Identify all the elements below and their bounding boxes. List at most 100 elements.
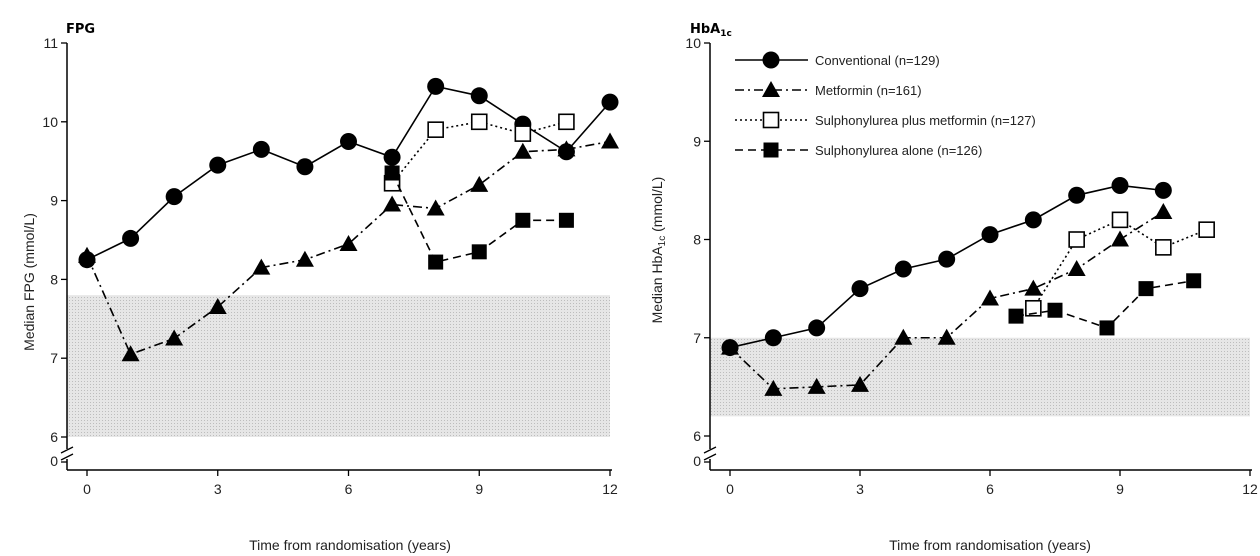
fpg-data-point bbox=[601, 132, 619, 149]
hba1c-data-point bbox=[851, 375, 869, 392]
hba1c-data-point bbox=[1099, 320, 1115, 336]
hba1c-data-point bbox=[1068, 186, 1086, 204]
fpg-series-open-square bbox=[383, 113, 575, 192]
fpg-data-point bbox=[427, 121, 444, 138]
hba1c-data-point bbox=[894, 328, 913, 345]
x-tick-label: 6 bbox=[986, 481, 994, 497]
fpg-data-point bbox=[558, 113, 575, 131]
fpg-data-point bbox=[426, 199, 445, 216]
hba1c-data-point bbox=[1198, 221, 1215, 238]
y-tick-label: 6 bbox=[50, 429, 58, 445]
legend-marker bbox=[762, 81, 780, 97]
fpg-data-point bbox=[428, 254, 444, 270]
fpg-data-point bbox=[252, 258, 271, 275]
y-tick-label: 10 bbox=[42, 114, 58, 130]
fpg-data-point bbox=[471, 244, 487, 260]
fpg-panel: 6 7 8 9 10 11 0 0 3 6 9 12 FPG Time from randomisat… bbox=[21, 22, 619, 553]
x-tick-label: 9 bbox=[475, 481, 483, 497]
fpg-data-point bbox=[165, 329, 184, 346]
fpg-data-point bbox=[165, 188, 183, 206]
hba1c-data-point bbox=[894, 260, 912, 278]
hba1c-data-point bbox=[808, 319, 826, 337]
y-tick-label: 7 bbox=[693, 330, 701, 346]
x-tick-label: 9 bbox=[1116, 481, 1124, 497]
fpg-target-band bbox=[67, 295, 610, 437]
hba1c-data-point bbox=[1024, 211, 1042, 229]
fpg-data-point bbox=[295, 250, 314, 267]
x-tick-label: 0 bbox=[83, 481, 91, 497]
legend-marker bbox=[762, 51, 780, 69]
fpg-series-triangle bbox=[78, 132, 619, 362]
hba1c-data-point bbox=[981, 289, 999, 306]
hba1c-data-point bbox=[1154, 202, 1173, 219]
hba1c-data-point bbox=[807, 377, 826, 394]
hba1c-data-point bbox=[1025, 299, 1042, 317]
hba1c-series-open-square bbox=[1025, 211, 1215, 317]
legend-label: Conventional (n=129) bbox=[815, 53, 940, 68]
hba1c-data-point bbox=[981, 226, 999, 244]
fpg-data-point bbox=[557, 140, 576, 157]
fpg-data-point bbox=[340, 133, 357, 150]
fpg-data-point bbox=[427, 77, 445, 95]
hba1c-data-point bbox=[1067, 259, 1086, 276]
legend-label: Sulphonylurea plus metformin (n=127) bbox=[815, 113, 1036, 128]
hba1c-target-band bbox=[710, 337, 1250, 417]
fpg-data-point bbox=[208, 297, 227, 314]
x-tick-label: 0 bbox=[726, 481, 734, 497]
fpg-title: FPG bbox=[66, 22, 95, 37]
hba1c-data-point bbox=[764, 329, 782, 347]
y-tick-label: 10 bbox=[685, 35, 701, 51]
hba1c-data-point bbox=[1024, 279, 1043, 296]
hba1c-data-point bbox=[1111, 211, 1129, 229]
legend: Conventional (n=129) Metformin (n=161) Sul… bbox=[735, 51, 1036, 158]
fpg-data-point bbox=[470, 87, 488, 105]
fpg-data-point bbox=[121, 345, 140, 362]
hba1c-data-point bbox=[1154, 181, 1172, 199]
x-tick-label: 3 bbox=[214, 481, 222, 497]
hba1c-series-line bbox=[1032, 218, 1207, 309]
y-tick-label-zero: 0 bbox=[50, 453, 58, 469]
fpg-data-point bbox=[470, 175, 489, 192]
hba1c-data-point bbox=[1155, 239, 1172, 256]
fpg-data-point bbox=[383, 195, 402, 212]
fpg-data-point bbox=[470, 113, 488, 131]
y-tick-label: 8 bbox=[693, 232, 701, 248]
legend-entry: Conventional (n=129) bbox=[735, 51, 940, 69]
hba1c-data-point bbox=[1186, 273, 1202, 289]
fpg-data-point bbox=[339, 234, 358, 251]
hba1c-data-point bbox=[1068, 231, 1085, 248]
fpg-data-point bbox=[209, 156, 227, 174]
hba1c-series-triangle bbox=[721, 202, 1173, 396]
y-tick-label-zero: 0 bbox=[693, 453, 701, 469]
y-axis-break bbox=[60, 446, 74, 461]
fpg-series-line bbox=[391, 120, 567, 184]
hba1c-data-point bbox=[721, 338, 739, 355]
hba1c-y-label: Median HbA1c (mmol/L) bbox=[649, 177, 668, 324]
hba1c-data-point bbox=[1111, 176, 1129, 194]
fpg-data-point bbox=[558, 212, 574, 228]
hba1c-data-point bbox=[851, 280, 869, 298]
fpg-y-label: Median FPG (mmol/L) bbox=[21, 213, 37, 351]
hba1c-data-point bbox=[937, 328, 956, 345]
hba1c-data-point bbox=[1047, 302, 1063, 318]
legend-entry: Metformin (n=161) bbox=[735, 81, 922, 98]
legend-label: Sulphonylurea alone (n=126) bbox=[815, 143, 982, 158]
fpg-series-filled-square bbox=[384, 165, 574, 270]
hba1c-data-point bbox=[938, 250, 956, 268]
fpg-data-point bbox=[383, 148, 401, 166]
y-tick-label: 6 bbox=[693, 428, 701, 444]
fpg-data-point bbox=[252, 140, 270, 158]
hba1c-x-label: Time from randomisation (years) bbox=[889, 537, 1091, 553]
x-tick-label: 12 bbox=[1242, 481, 1258, 497]
fpg-data-point bbox=[514, 125, 532, 142]
x-tick-label: 6 bbox=[345, 481, 353, 497]
fpg-x-label: Time from randomisation (years) bbox=[249, 537, 451, 553]
fpg-data-point bbox=[296, 158, 314, 176]
hba1c-title: HbA1c bbox=[690, 22, 732, 39]
hba1c-series-filled-square bbox=[1008, 273, 1202, 336]
fpg-data-point bbox=[78, 246, 96, 263]
legend-marker bbox=[762, 111, 780, 129]
fpg-data-point bbox=[384, 165, 400, 181]
hba1c-data-point bbox=[1008, 308, 1024, 324]
